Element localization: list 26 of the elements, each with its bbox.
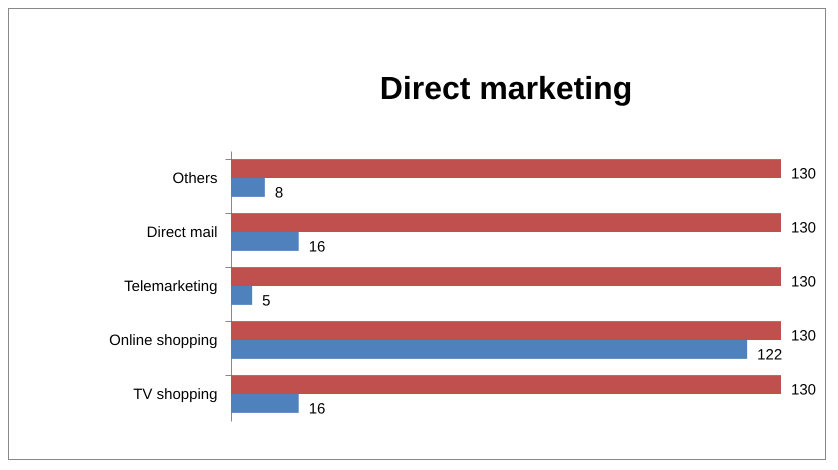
y-tick-label: Telemarketing: [124, 278, 218, 295]
bar: [231, 159, 781, 178]
data-label: 130: [791, 274, 816, 291]
data-label: 130: [791, 328, 816, 345]
bar: [231, 178, 265, 197]
bar: [231, 267, 781, 286]
bar: [231, 286, 252, 305]
bar: [231, 213, 781, 232]
data-label: 130: [791, 166, 816, 183]
bar: [231, 394, 299, 413]
y-tick-label: Direct mail: [146, 224, 218, 241]
bar: [231, 321, 781, 340]
data-label: 5: [262, 292, 270, 310]
data-label: 16: [308, 238, 326, 256]
y-tick-label: TV shopping: [133, 386, 218, 403]
chart-title: Direct marketing: [380, 70, 632, 106]
y-tick-label: Online shopping: [109, 332, 218, 349]
bar: [231, 375, 781, 394]
data-label: 130: [791, 382, 816, 399]
bar: [231, 232, 299, 251]
data-label: 8: [274, 184, 284, 202]
data-label: 16: [308, 400, 326, 418]
bar: [231, 340, 748, 359]
data-label: 130: [791, 220, 816, 237]
y-tick-label: Others: [172, 170, 218, 187]
data-label: 122: [757, 346, 782, 364]
